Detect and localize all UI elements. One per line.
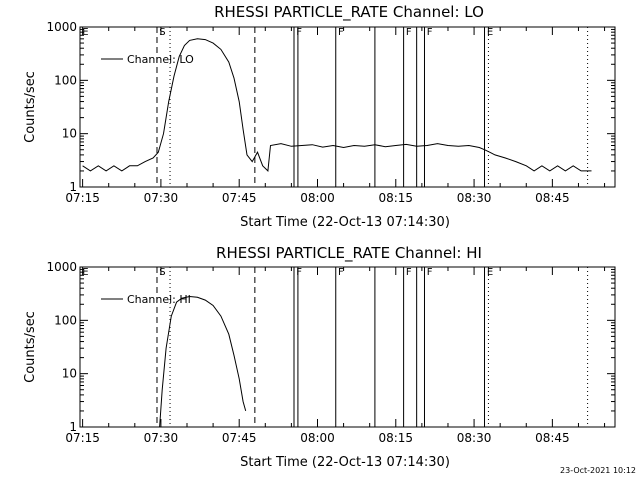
series-line	[82, 38, 592, 172]
flag-label: E	[82, 267, 88, 278]
y-tick-label: 1	[69, 420, 77, 434]
x-tick-label: 08:30	[457, 431, 492, 445]
y-tick-label: 1000	[46, 260, 77, 274]
flag-label: E	[487, 267, 493, 278]
x-tick-label: 08:15	[378, 191, 413, 205]
y-tick-label: 100	[54, 73, 77, 87]
y-tick-label: 1	[69, 180, 77, 194]
flag-label: E	[82, 27, 88, 38]
flag-label: F	[427, 267, 433, 278]
flag-label: F	[296, 27, 302, 38]
x-tick-label: 08:30	[457, 191, 492, 205]
x-axis-label: Start Time (22-Oct-13 07:14:30)	[240, 215, 450, 230]
flag-label: F	[406, 27, 412, 38]
y-tick-label: 10	[62, 127, 77, 141]
flag-label: F	[338, 267, 344, 278]
chart-title: RHESSI PARTICLE_RATE Channel: HI	[216, 244, 482, 263]
chart-panel-lo: RHESSI PARTICLE_RATE Channel: LO Counts/…	[23, 3, 616, 230]
x-tick-label: 07:15	[65, 431, 100, 445]
x-tick-label: 08:15	[378, 431, 413, 445]
x-tick-label: 07:15	[65, 191, 100, 205]
x-tick-label: 08:45	[535, 431, 570, 445]
chart-title: RHESSI PARTICLE_RATE Channel: LO	[214, 3, 484, 22]
flag-label: F	[406, 267, 412, 278]
marks-layer: 07:15 07:30 07:45 08:00 08:15 08:30 08:45 1 10 10…	[46, 260, 615, 445]
chart-panel-hi: RHESSI PARTICLE_RATE Channel: HI Counts/…	[23, 244, 616, 470]
legend: Channel: HI	[101, 293, 191, 306]
x-axis-label: Start Time (22-Oct-13 07:14:30)	[240, 455, 450, 470]
x-tick-label: 08:45	[535, 191, 570, 205]
timestamp: 23-Oct-2021 10:12	[560, 466, 636, 475]
flag-label: F	[296, 267, 302, 278]
plot-frame	[79, 26, 616, 188]
legend-label: Channel: HI	[127, 293, 191, 306]
x-tick-label: 08:00	[300, 431, 335, 445]
flag-label: F	[427, 27, 433, 38]
y-axis-label: Counts/sec	[23, 311, 38, 383]
x-tick-label: 07:30	[144, 191, 179, 205]
x-tick-label: 07:45	[222, 431, 257, 445]
y-tick-label: 10	[62, 367, 77, 381]
y-axis-label: Counts/sec	[23, 71, 38, 143]
flag-label: E	[487, 27, 493, 38]
x-tick-label: 07:45	[222, 191, 257, 205]
x-tick-label: 08:00	[300, 191, 335, 205]
x-tick-label: 07:30	[144, 431, 179, 445]
marks-layer: 07:15 07:30 07:45 08:00 08:15 08:30 08:45 1 10 10…	[46, 20, 615, 205]
flag-label: F	[338, 27, 344, 38]
y-tick-label: 1000	[46, 20, 77, 34]
y-tick-label: 100	[54, 313, 77, 327]
legend-label: Channel: LO	[127, 53, 194, 66]
flag-label: S	[159, 267, 165, 278]
series-line	[159, 295, 247, 428]
flag-label: S	[159, 27, 165, 38]
plot-frame	[79, 266, 616, 428]
